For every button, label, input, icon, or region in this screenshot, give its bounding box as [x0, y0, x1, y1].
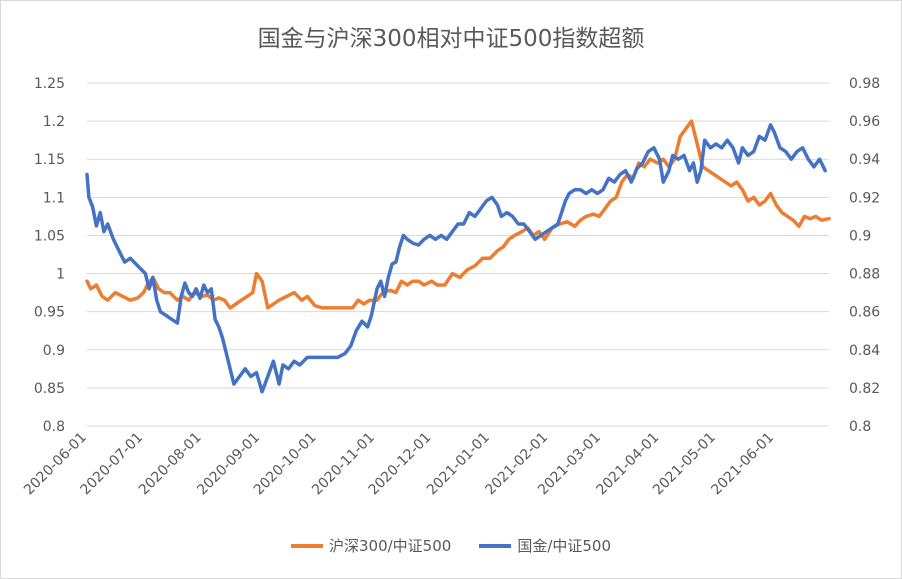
- y-left-tick-label: 0.9: [43, 343, 65, 359]
- y-left-tick-label: 1: [56, 267, 65, 283]
- y-left-tick-label: 1.1: [43, 190, 65, 206]
- y-right-tick-label: 0.94: [849, 152, 880, 168]
- y-right-tick-label: 0.82: [849, 381, 880, 397]
- y-left-tick-label: 1.2: [43, 114, 65, 130]
- y-right-tick-label: 0.8: [849, 419, 871, 435]
- y-left-tick-label: 0.85: [34, 381, 65, 397]
- y-left-tick-label: 1.05: [34, 228, 65, 244]
- legend: 沪深300/中证500 国金/中证500: [1, 535, 901, 556]
- legend-label-hs300: 沪深300/中证500: [328, 537, 452, 555]
- series-line-guojin: [85, 123, 827, 394]
- y-right-tick-label: 0.96: [849, 114, 880, 130]
- y-right-tick-label: 0.86: [849, 305, 880, 321]
- legend-label-guojin: 国金/中证500: [517, 537, 611, 555]
- legend-item-hs300[interactable]: 沪深300/中证500: [290, 535, 452, 556]
- y-right-tick-label: 0.84: [849, 343, 880, 359]
- legend-swatch-guojin: [479, 543, 512, 548]
- legend-swatch-hs300: [290, 543, 323, 548]
- y-left-tick-label: 0.8: [43, 419, 65, 435]
- x-tick-label: 2021-06-01: [708, 430, 777, 499]
- chart-title: 国金与沪深300相对中证500指数超额: [257, 26, 645, 52]
- y-left-tick-label: 1.25: [34, 76, 65, 92]
- y-right-tick-label: 0.88: [849, 267, 880, 283]
- y-right-tick-label: 0.92: [849, 190, 880, 206]
- y-left-tick-label: 1.15: [34, 152, 65, 168]
- y-left-tick-label: 0.95: [34, 305, 65, 321]
- series-line-hs300: [85, 119, 831, 310]
- legend-item-guojin[interactable]: 国金/中证500: [479, 535, 611, 556]
- y-right-tick-label: 0.98: [849, 76, 880, 92]
- y-right-tick-label: 0.9: [849, 228, 871, 244]
